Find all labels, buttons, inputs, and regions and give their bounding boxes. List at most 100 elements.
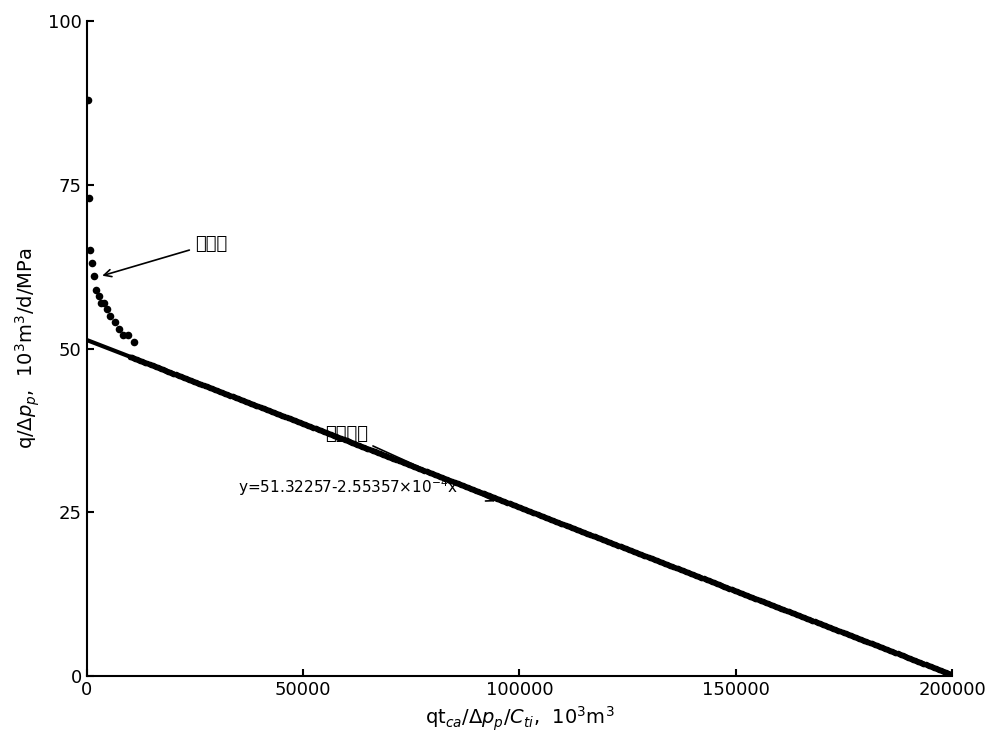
- Point: [616, 542, 632, 554]
- Point: [795, 611, 811, 623]
- Point: [620, 543, 636, 555]
- Point: [865, 638, 881, 650]
- Point: [758, 597, 774, 609]
- Text: 数据点: 数据点: [104, 235, 227, 276]
- Point: [215, 387, 231, 399]
- Point: [867, 639, 883, 651]
- Point: [729, 586, 745, 598]
- Point: [145, 359, 161, 371]
- Point: [340, 435, 356, 447]
- Point: [156, 364, 172, 376]
- Point: [287, 415, 303, 427]
- Point: [459, 481, 475, 493]
- Point: [350, 439, 366, 451]
- Point: [623, 545, 639, 557]
- Point: [747, 592, 763, 604]
- Point: [126, 336, 142, 348]
- Point: [131, 354, 147, 366]
- Point: [622, 544, 638, 556]
- Point: [762, 598, 778, 610]
- Point: [660, 559, 676, 571]
- Point: [403, 459, 419, 471]
- Point: [351, 439, 367, 451]
- Point: [359, 442, 375, 454]
- Point: [296, 418, 312, 430]
- Point: [409, 462, 425, 474]
- Point: [274, 409, 290, 421]
- Point: [511, 501, 527, 513]
- Point: [499, 497, 515, 509]
- Point: [470, 486, 486, 498]
- Point: [715, 580, 731, 592]
- Point: [82, 244, 98, 256]
- Point: [609, 539, 625, 551]
- Point: [642, 551, 658, 563]
- Point: [929, 663, 945, 675]
- Point: [250, 400, 266, 412]
- Point: [227, 391, 243, 403]
- Point: [277, 411, 293, 423]
- Point: [510, 500, 526, 512]
- Point: [780, 605, 796, 617]
- Point: [413, 463, 429, 475]
- Point: [346, 437, 362, 449]
- Point: [225, 391, 241, 403]
- Point: [253, 401, 269, 413]
- Point: [138, 357, 154, 369]
- Point: [311, 424, 327, 436]
- Point: [184, 375, 200, 387]
- Point: [883, 645, 899, 657]
- Point: [662, 560, 678, 571]
- Point: [388, 453, 404, 465]
- Point: [932, 664, 948, 676]
- Point: [675, 565, 691, 577]
- Point: [347, 438, 363, 450]
- Point: [422, 467, 438, 479]
- Point: [589, 531, 605, 543]
- Point: [354, 441, 370, 453]
- Point: [308, 423, 324, 435]
- Point: [863, 637, 879, 649]
- Point: [372, 447, 388, 459]
- Point: [343, 436, 359, 448]
- Point: [670, 562, 686, 574]
- Point: [168, 368, 184, 380]
- Point: [440, 474, 456, 486]
- Point: [638, 551, 654, 562]
- Point: [931, 663, 947, 675]
- Point: [269, 408, 285, 420]
- Point: [282, 412, 298, 424]
- Point: [509, 500, 525, 512]
- Point: [276, 410, 292, 422]
- Point: [197, 379, 213, 391]
- Point: [483, 490, 499, 502]
- Point: [552, 517, 568, 529]
- Point: [564, 521, 580, 533]
- Point: [550, 516, 566, 528]
- Point: [923, 660, 939, 672]
- Point: [353, 440, 369, 452]
- Point: [485, 491, 501, 503]
- Point: [212, 385, 228, 397]
- Point: [525, 506, 541, 518]
- Point: [428, 469, 444, 481]
- Point: [99, 303, 115, 315]
- Point: [805, 615, 821, 627]
- Point: [410, 462, 426, 474]
- Point: [487, 492, 503, 503]
- Point: [736, 588, 752, 600]
- Point: [904, 653, 920, 665]
- Point: [153, 363, 169, 375]
- Point: [628, 547, 644, 559]
- Point: [655, 557, 671, 568]
- Point: [286, 414, 302, 426]
- Point: [370, 447, 386, 459]
- Point: [713, 580, 729, 592]
- Point: [588, 531, 604, 543]
- Point: [295, 418, 311, 430]
- Point: [332, 432, 348, 444]
- Point: [711, 578, 727, 590]
- Point: [605, 538, 621, 550]
- Point: [841, 629, 857, 641]
- Point: [947, 669, 963, 681]
